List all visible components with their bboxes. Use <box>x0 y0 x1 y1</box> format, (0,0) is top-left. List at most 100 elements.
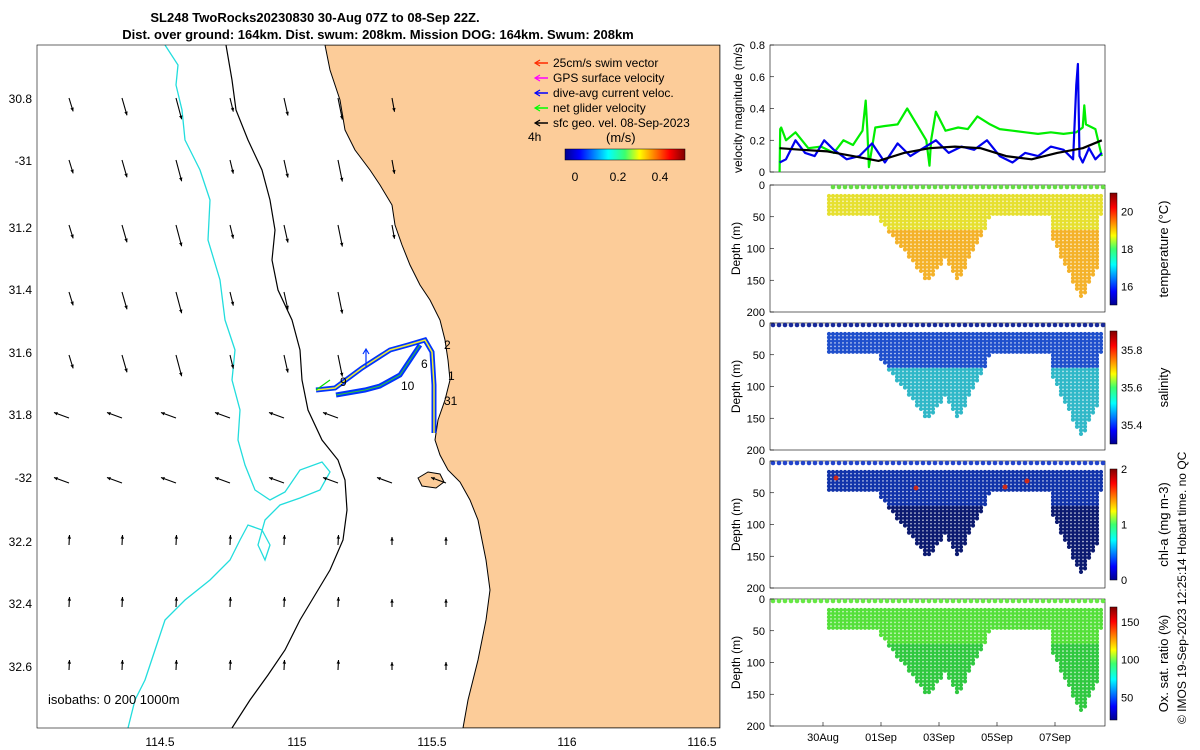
profile-point <box>878 477 884 482</box>
profile-point <box>1014 339 1020 344</box>
geo-arrowhead <box>106 412 111 416</box>
profile-point <box>994 625 1000 630</box>
profile-point <box>1082 526 1088 532</box>
profile-point <box>1066 335 1072 340</box>
profile-point <box>1062 607 1068 613</box>
profile-point <box>1010 615 1016 620</box>
profile-point <box>1038 473 1044 478</box>
profile-point <box>922 541 928 546</box>
profile-point <box>854 473 860 478</box>
profile-point <box>898 516 904 521</box>
profile-point <box>838 331 844 337</box>
profile-point <box>910 339 916 344</box>
profile-point <box>950 473 956 478</box>
profile-point <box>902 480 908 485</box>
profile-point <box>906 650 912 655</box>
profile-point <box>1050 469 1056 475</box>
profile-point <box>806 322 812 328</box>
profile-point <box>1086 360 1092 365</box>
profile-point <box>930 480 936 485</box>
profile-point <box>914 396 920 401</box>
profile-point <box>1074 204 1080 209</box>
profile-point <box>910 374 916 379</box>
profile-point <box>1062 339 1068 344</box>
profile-point <box>974 342 980 347</box>
profile-point <box>1088 460 1094 466</box>
profile-point <box>990 625 996 630</box>
profile-point <box>918 650 924 655</box>
profile-point <box>942 385 948 390</box>
profile-point <box>848 184 854 190</box>
profile-point <box>962 261 968 266</box>
profile-point <box>950 611 956 616</box>
profile-point <box>926 611 932 616</box>
depth-tick: 50 <box>753 350 765 362</box>
profile-point <box>1042 618 1048 623</box>
profile-point <box>922 339 928 344</box>
profile-point <box>1090 615 1096 620</box>
profile-point <box>954 381 960 387</box>
profile-point <box>1070 360 1076 365</box>
profile-point <box>1090 272 1096 277</box>
profile-point <box>942 526 948 532</box>
profile-point <box>1046 346 1052 351</box>
profile-point <box>1086 406 1092 412</box>
profile-point <box>1066 469 1072 475</box>
profile-point <box>842 622 848 627</box>
profile-point <box>842 607 848 613</box>
profile-point <box>1058 632 1064 638</box>
isobath-200m <box>225 45 348 728</box>
profile-point <box>894 502 900 507</box>
profile-point <box>1090 534 1096 539</box>
profile-point <box>1066 193 1072 199</box>
profile-point <box>910 353 916 358</box>
profile-point <box>1054 494 1060 500</box>
profile-point <box>946 356 952 362</box>
profile-point <box>914 657 920 663</box>
profile-point <box>1018 211 1024 216</box>
profile-point <box>946 233 952 238</box>
profile-point <box>1086 650 1092 655</box>
profile-point <box>1066 675 1072 680</box>
profile-point <box>966 657 972 663</box>
profile-point <box>902 197 908 202</box>
profile-point <box>1074 349 1080 354</box>
geo-arrowhead <box>174 660 179 664</box>
profile-point <box>990 211 996 216</box>
profile-point <box>1034 322 1040 328</box>
profile-point <box>926 413 932 419</box>
profile-point <box>1026 331 1032 337</box>
profile-point <box>954 526 960 532</box>
profile-point <box>1050 650 1056 655</box>
profile-point <box>958 686 964 691</box>
profile-point <box>1062 530 1068 535</box>
profile-point <box>902 371 908 376</box>
geo-arrowhead <box>70 169 74 174</box>
profile-point <box>946 339 952 344</box>
profile-point <box>1070 193 1076 199</box>
profile-point <box>910 636 916 641</box>
profile-point <box>1054 607 1060 613</box>
profile-point <box>1086 494 1092 500</box>
profile-point <box>954 226 960 231</box>
profile-point <box>910 204 916 209</box>
profile-point <box>846 607 852 613</box>
profile-point <box>1070 664 1076 670</box>
profile-point <box>886 611 892 616</box>
profile-point <box>1086 544 1092 550</box>
profile-point <box>1054 643 1060 648</box>
track-label: 31 <box>444 394 458 408</box>
profile-point <box>902 477 908 482</box>
profile-point <box>1054 353 1060 358</box>
profile-point <box>1018 611 1024 616</box>
profile-point <box>1074 226 1080 231</box>
profile-point <box>886 484 892 489</box>
profile-point <box>1034 477 1040 482</box>
profile-point <box>1066 388 1072 394</box>
profile-point <box>962 254 968 259</box>
profile-point <box>942 342 948 347</box>
profile-point <box>922 211 928 216</box>
profile-point <box>874 615 880 620</box>
profile-point <box>918 622 924 627</box>
